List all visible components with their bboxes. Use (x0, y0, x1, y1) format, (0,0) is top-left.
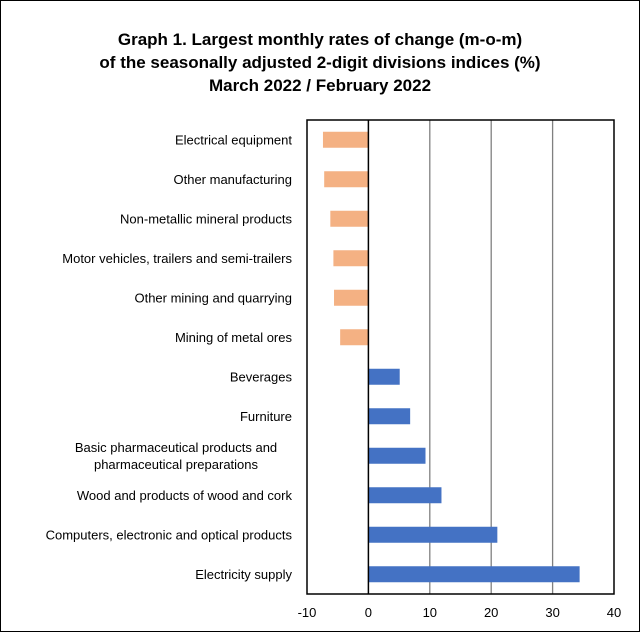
bar (368, 368, 400, 385)
category-label: Computers, electronic and optical produc… (46, 527, 293, 542)
category-label: Other manufacturing (173, 172, 292, 187)
category-label: Basic pharmaceutical products and pharmac… (75, 440, 277, 472)
tick-labels: -10 0 10 20 30 40 (298, 605, 622, 620)
gridlines (429, 120, 554, 594)
x-tick-label: 20 (484, 605, 498, 620)
category-label: Beverages (230, 369, 293, 384)
bar (368, 447, 426, 464)
bars (322, 131, 580, 583)
plot-border (306, 119, 615, 595)
axes (306, 119, 615, 595)
x-tick-label: 0 (365, 605, 372, 620)
bar (330, 210, 369, 227)
category-label: Mining of metal ores (175, 330, 293, 345)
category-label: Wood and products of wood and cork (77, 488, 293, 503)
x-tick-label: -10 (298, 605, 317, 620)
x-tick-label: 40 (607, 605, 621, 620)
category-label: Furniture (240, 409, 292, 424)
category-label-line: Basic pharmaceutical products and (75, 440, 277, 455)
bar (333, 250, 369, 267)
category-label: Electricity supply (195, 567, 292, 582)
category-label: Motor vehicles, trailers and semi-traile… (62, 251, 292, 266)
x-tick-label: 10 (423, 605, 437, 620)
category-label: Non-metallic mineral products (120, 211, 292, 226)
category-label: Other mining and quarrying (134, 290, 292, 305)
x-tick-label: 30 (545, 605, 559, 620)
chart-title-line-3: March 2022 / February 2022 (208, 76, 432, 95)
bar (368, 408, 411, 425)
bar (334, 289, 369, 306)
bar (340, 329, 369, 346)
bar (368, 487, 442, 504)
chart-title: Graph 1. Largest monthly rates of change… (0, 28, 640, 97)
category-label-line: pharmaceutical preparations (94, 457, 259, 472)
bar (322, 131, 369, 148)
bar (368, 566, 580, 583)
chart-title-line-1: Graph 1. Largest monthly rates of change… (117, 30, 523, 49)
bar (368, 526, 498, 543)
chart-title-line-2: of the seasonally adjusted 2-digit divis… (99, 53, 541, 72)
category-labels: Electrical equipment Other manufacturing N… (46, 132, 293, 582)
category-label: Electrical equipment (175, 132, 292, 147)
bar (324, 171, 369, 188)
